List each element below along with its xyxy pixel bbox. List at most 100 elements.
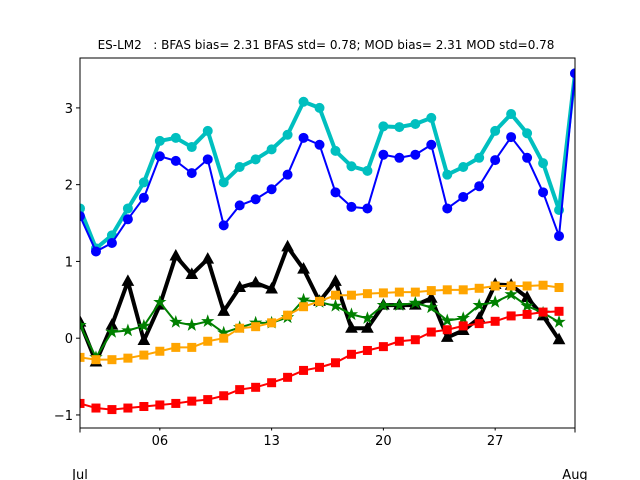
point [169, 315, 183, 328]
point [394, 336, 404, 346]
point [267, 318, 277, 328]
point [329, 274, 342, 286]
point [360, 311, 375, 324]
point [138, 192, 149, 203]
point [410, 149, 421, 160]
point [123, 353, 133, 363]
point [105, 325, 119, 338]
point [408, 295, 423, 309]
point [458, 191, 469, 202]
point [490, 316, 500, 326]
point [299, 365, 309, 375]
point [345, 321, 358, 333]
point [440, 330, 454, 342]
point [538, 280, 548, 290]
point [426, 112, 437, 123]
point [410, 287, 420, 297]
point [314, 139, 325, 150]
point [187, 396, 197, 406]
point [91, 403, 101, 413]
point [267, 378, 277, 388]
point [330, 145, 341, 156]
point [217, 304, 231, 316]
point [266, 144, 277, 155]
point [554, 231, 565, 242]
point [298, 96, 309, 107]
point [394, 152, 405, 163]
point [440, 313, 454, 327]
point [490, 281, 500, 291]
y-tick-label: 2 [65, 179, 73, 194]
point [80, 352, 85, 362]
series-line [80, 73, 575, 251]
point [80, 398, 85, 408]
y-tick-label: 1 [65, 255, 73, 270]
point [121, 323, 135, 337]
x-tick-label: 06 [152, 434, 169, 449]
point [283, 372, 293, 382]
point [250, 154, 261, 165]
point [376, 298, 391, 311]
x-major-tick-label: Jul [71, 468, 88, 480]
y-tick-label: −1 [54, 409, 73, 424]
point [330, 187, 341, 198]
point [330, 290, 340, 300]
point [218, 220, 229, 231]
point [442, 169, 453, 180]
point [139, 350, 149, 360]
x-tick-label: 27 [487, 434, 504, 449]
point [299, 302, 309, 312]
point [233, 280, 247, 293]
point [137, 333, 151, 345]
point [251, 382, 261, 392]
point [80, 318, 87, 331]
point [90, 246, 101, 257]
point [203, 395, 213, 405]
point [170, 132, 181, 143]
point [282, 129, 293, 140]
point [378, 121, 389, 132]
point [424, 300, 438, 314]
point [171, 342, 181, 352]
point [315, 362, 325, 372]
point [490, 125, 501, 136]
point [394, 287, 404, 297]
point [522, 281, 532, 291]
point [362, 345, 372, 355]
point [202, 125, 213, 136]
point [137, 318, 151, 332]
point [155, 346, 165, 356]
point [122, 214, 133, 225]
point [154, 151, 165, 162]
plot-frame [79, 57, 576, 429]
point [522, 152, 533, 163]
point [506, 109, 517, 120]
point [346, 161, 357, 172]
point [392, 298, 407, 311]
point [506, 281, 516, 291]
point [538, 187, 549, 198]
point [283, 310, 293, 320]
point [185, 267, 199, 279]
point [474, 283, 484, 293]
point [122, 203, 133, 214]
point [522, 128, 533, 139]
point [201, 314, 215, 327]
point [106, 238, 117, 248]
point [506, 311, 516, 321]
point [362, 203, 373, 214]
point [456, 311, 470, 324]
point [490, 155, 501, 166]
point [107, 355, 117, 365]
point [458, 162, 469, 173]
point [80, 203, 85, 214]
point [266, 184, 277, 195]
x-tick-label: 20 [375, 434, 392, 449]
point [346, 201, 357, 212]
point [442, 285, 452, 295]
chart-title: ES-LM2 : BFAS bias= 2.31 BFAS std= 0.78;… [98, 38, 555, 52]
point [91, 355, 101, 365]
point [504, 287, 518, 301]
point [185, 318, 199, 331]
series-line [80, 73, 575, 253]
